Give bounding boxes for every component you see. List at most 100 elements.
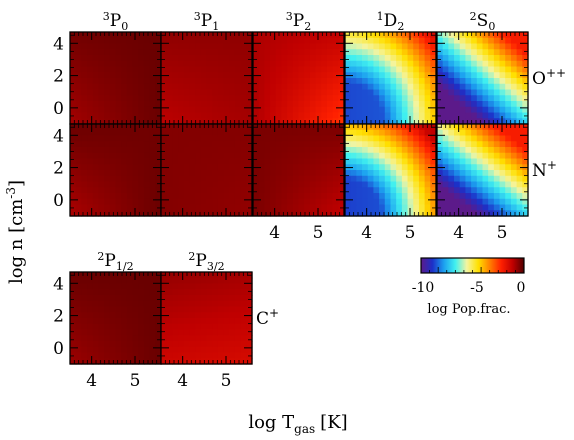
heatmap-cell <box>315 83 322 91</box>
heatmap-cell <box>200 152 208 160</box>
heatmap-cell <box>161 300 168 308</box>
heatmap-cell <box>356 210 363 217</box>
heatmap-cell <box>264 95 271 102</box>
heatmap-cell <box>206 152 213 160</box>
heatmap-cell <box>309 124 317 131</box>
heatmap-cell <box>121 152 128 160</box>
heatmap-cell <box>281 141 288 148</box>
heatmap-cell <box>115 95 122 102</box>
heatmap-cell <box>229 66 236 73</box>
heatmap-cell <box>448 147 455 154</box>
heatmap-cell <box>510 101 518 108</box>
heatmap-cell <box>212 89 219 96</box>
heatmap-cell <box>401 170 409 177</box>
heatmap-cell <box>258 37 265 45</box>
heatmap-cell <box>298 204 305 211</box>
heatmap-cell <box>104 289 111 296</box>
heatmap-cell <box>390 124 397 131</box>
heatmap-cell <box>104 129 111 137</box>
heatmap-cell <box>212 101 219 108</box>
heatmap-cell <box>488 78 495 85</box>
heatmap-cell <box>326 43 334 50</box>
heatmap-cell <box>465 55 472 62</box>
heatmap-cell <box>384 66 392 73</box>
heatmap-cell <box>143 164 151 171</box>
heatmap-cell <box>189 32 196 39</box>
heatmap-cell <box>189 124 196 131</box>
heatmap-cell <box>396 32 403 39</box>
heatmap-cell <box>401 32 409 39</box>
heatmap-cell <box>143 78 151 85</box>
heatmap-cell <box>121 78 128 85</box>
heatmap-cell <box>345 118 352 125</box>
heatmap-cell <box>390 187 397 194</box>
heatmap-cell <box>246 60 253 68</box>
heatmap-cell <box>253 83 260 91</box>
heatmap-cell <box>126 170 134 177</box>
heatmap-cell <box>499 152 506 160</box>
heatmap-cell <box>356 170 363 177</box>
heatmap-cell <box>396 135 403 142</box>
heatmap-cell <box>270 72 277 79</box>
heatmap-cell <box>166 318 173 325</box>
heatmap-cell <box>379 60 386 68</box>
heatmap-cell <box>516 37 523 45</box>
heatmap-cell <box>149 175 156 183</box>
heatmap-cell <box>161 106 168 114</box>
heatmap-cell <box>81 277 88 285</box>
heatmap-cell <box>413 72 420 79</box>
heatmap-cell <box>332 49 339 56</box>
heatmap-cell <box>98 135 105 142</box>
heatmap-cell <box>229 112 236 119</box>
heatmap-cell <box>121 204 128 211</box>
heatmap-cell <box>98 147 105 154</box>
heatmap-cell <box>510 83 518 91</box>
heatmap-cell <box>379 187 386 194</box>
heatmap-cell <box>104 346 111 354</box>
heatmap-cell <box>332 118 339 125</box>
heatmap-panel <box>160 271 253 365</box>
heatmap-cell <box>326 193 334 200</box>
heatmap-cell <box>200 352 208 359</box>
heatmap-cell <box>109 300 117 308</box>
heatmap-cell <box>407 118 414 125</box>
heatmap-cell <box>384 175 392 183</box>
heatmap-cell <box>488 83 495 91</box>
heatmap-cell <box>390 147 397 154</box>
heatmap-cell <box>471 170 478 177</box>
heatmap-cell <box>75 318 82 325</box>
heatmap-cell <box>437 147 444 154</box>
heatmap-cell <box>258 198 265 206</box>
heatmap-cell <box>81 300 88 308</box>
heatmap-cell <box>287 66 294 73</box>
heatmap-cell <box>510 175 518 183</box>
heatmap-cell <box>315 78 322 85</box>
heatmap-cell <box>396 147 403 154</box>
heatmap-cell <box>418 175 426 183</box>
heatmap-cell <box>326 89 334 96</box>
heatmap-cell <box>126 352 134 359</box>
heatmap-cell <box>195 318 202 325</box>
heatmap-cell <box>384 193 392 200</box>
heatmap-cell <box>471 72 478 79</box>
heatmap-cell <box>115 32 122 39</box>
heatmap-cell <box>98 89 105 96</box>
heatmap-cell <box>287 32 294 39</box>
heatmap-cell <box>367 101 375 108</box>
heatmap-cell <box>143 152 151 160</box>
heatmap-cell <box>132 341 139 348</box>
heatmap-cell <box>304 55 311 62</box>
heatmap-cell <box>275 175 283 183</box>
heatmap-cell <box>212 358 219 365</box>
heatmap-cell <box>396 152 403 160</box>
heatmap-cell <box>275 106 283 114</box>
heatmap-cell <box>499 37 506 45</box>
heatmap-cell <box>309 181 317 188</box>
heatmap-cell <box>104 152 111 160</box>
heatmap-cell <box>298 210 305 217</box>
heatmap-cell <box>75 66 82 73</box>
heatmap-cell <box>98 277 105 285</box>
panel-title: 1D2 <box>377 10 405 33</box>
heatmap-cell <box>75 283 82 290</box>
heatmap-cell <box>183 60 191 68</box>
